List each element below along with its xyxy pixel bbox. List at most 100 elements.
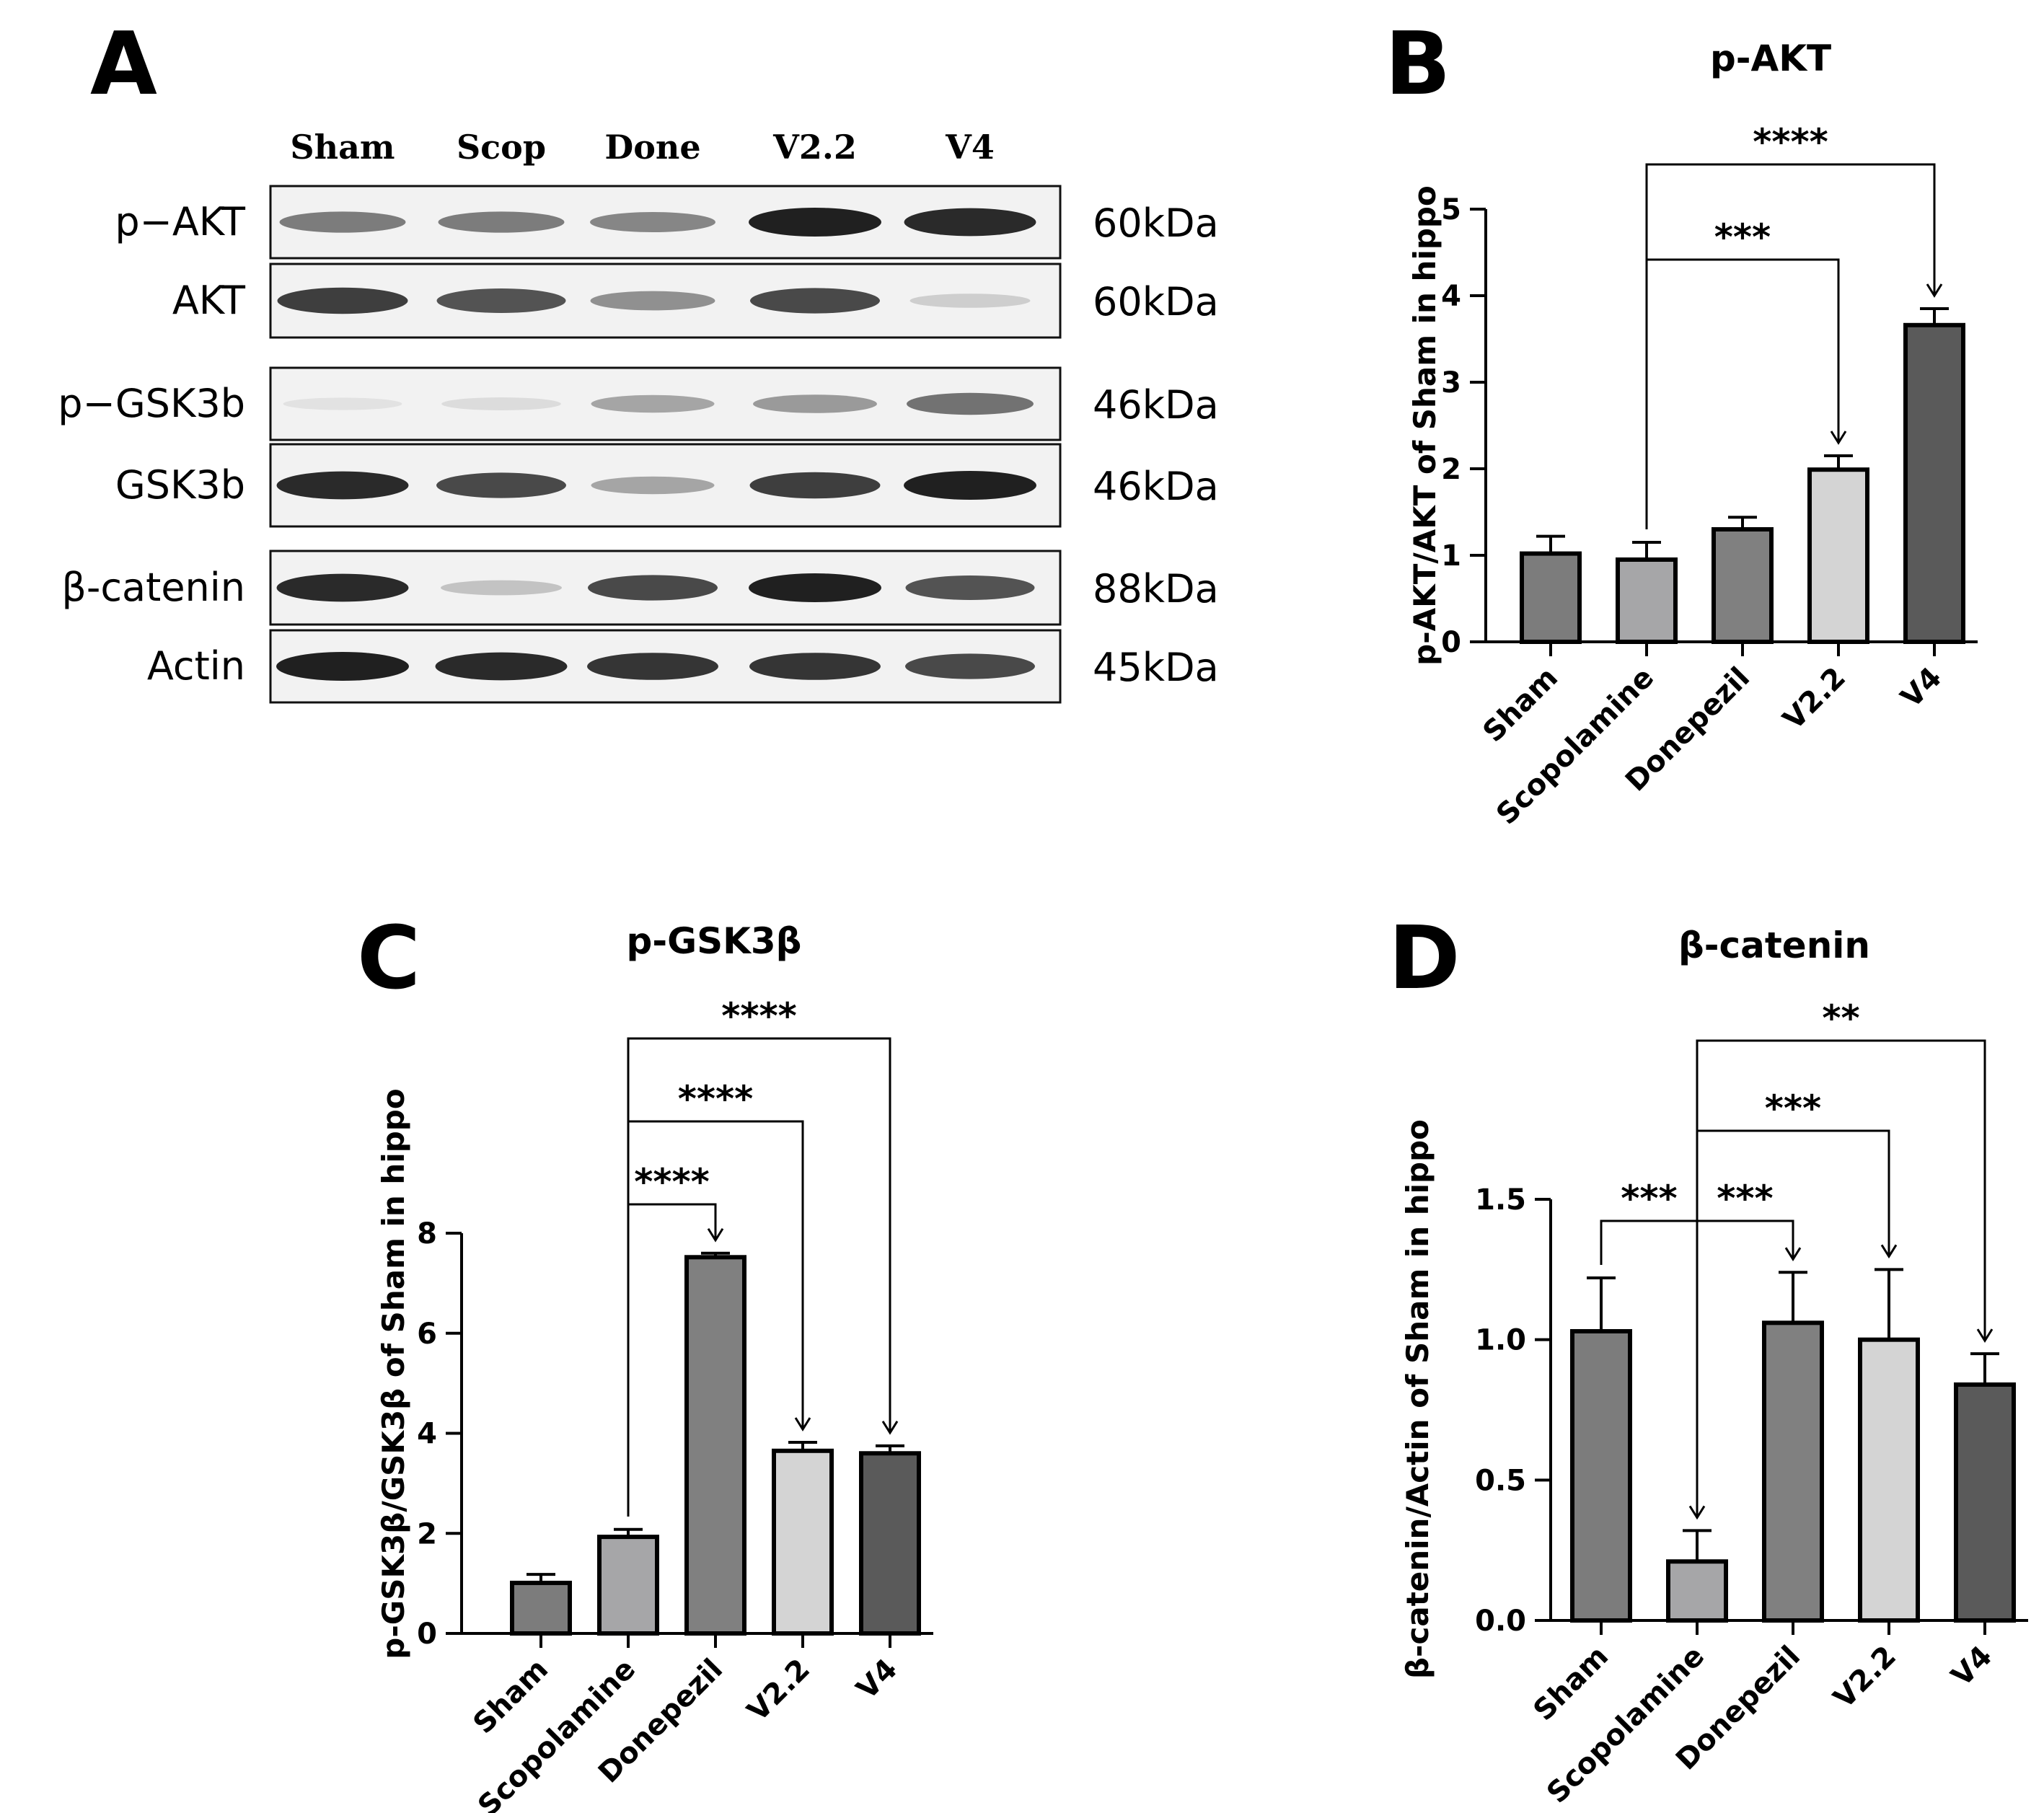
blot-band (909, 294, 1031, 308)
blot-band (436, 472, 566, 498)
significance-bracket: **** (627, 995, 899, 1517)
blot-band (587, 653, 718, 680)
blot-row: AKT 60kDa (172, 263, 1219, 339)
blot-band (907, 392, 1034, 415)
y-tick-label: 1 (1441, 539, 1461, 573)
blot-band (591, 476, 715, 495)
significance-arrowhead (1784, 1247, 1802, 1262)
blot-row-label: AKT (172, 278, 246, 323)
y-tick-label: 4 (417, 1418, 437, 1451)
blot-row-label: GSK3b (115, 462, 245, 508)
blot-rows: p−AKT 60kDa AKT 60kDa p−GSK3b 46kDa GSK3b 46kDa… (58, 185, 1219, 704)
blot-band (591, 394, 715, 413)
significance-bracket: ** (1696, 997, 1994, 1518)
significance-bracket: *** (1600, 1178, 1706, 1520)
blot-band (749, 653, 881, 680)
bar (1762, 1320, 1824, 1623)
blot-band (905, 653, 1035, 679)
y-tick-label: 5 (1441, 193, 1461, 226)
blot-lane-label: Scop (457, 128, 546, 167)
blot-row-kda: 60kDa (1093, 200, 1219, 246)
significance-bracket: *** (1645, 216, 1847, 529)
x-tick-label: V4 (1945, 1640, 1999, 1693)
bar (859, 1451, 921, 1636)
blot-row: p−AKT 60kDa (115, 185, 1219, 260)
significance-arrowhead (1880, 1244, 1898, 1259)
blot-band (277, 287, 408, 314)
significance-label: *** (1765, 1088, 1821, 1129)
significance-arrowhead (794, 1417, 811, 1432)
y-tick-label: 0.0 (1475, 1605, 1526, 1638)
blot-row: p−GSK3b 46kDa (58, 366, 1219, 441)
panel-letter-a: A (90, 14, 157, 115)
x-tick-label: Sham (1476, 661, 1564, 749)
bar (1666, 1559, 1728, 1623)
blot-lane-label: V4 (945, 128, 995, 167)
blot-row-label: β-catenin (61, 565, 245, 610)
blot-band (590, 291, 715, 311)
y-axis-label: p-AKT/AKT of Sham in hippo (1407, 185, 1442, 666)
significance-label: **** (721, 995, 797, 1037)
chart-title: β-catenin (1678, 925, 1870, 966)
significance-line (1696, 1039, 1986, 1518)
blot-row: Actin 45kDa (147, 629, 1219, 704)
y-tick-label: 0 (417, 1618, 437, 1651)
blot-row-label: p−AKT (115, 199, 246, 244)
blot-row: GSK3b 46kDa (115, 443, 1219, 528)
significance-label: **** (634, 1161, 710, 1203)
blot-band (438, 211, 565, 233)
blot-band (436, 288, 566, 313)
blot-band (276, 471, 409, 500)
y-tick-label: 2 (1441, 453, 1461, 486)
x-tick-label: V2.2 (1777, 661, 1853, 737)
bar (1858, 1337, 1920, 1623)
y-tick-label: 0 (1441, 626, 1461, 659)
y-tick-label: 3 (1441, 366, 1461, 400)
y-axis-label: β-catenin/Actin of Sham in hippo (1400, 1119, 1435, 1679)
blot-band (749, 573, 881, 602)
bar (772, 1448, 834, 1636)
x-tick-label: V4 (850, 1653, 904, 1706)
significance-bracket: **** (627, 1078, 811, 1517)
significance-label: **** (678, 1078, 754, 1120)
bar (597, 1535, 659, 1636)
blot-band (441, 580, 562, 596)
significance-label: *** (1714, 216, 1771, 258)
blot-band (749, 208, 881, 237)
x-tick-label: Sham (467, 1653, 555, 1741)
blot-band (904, 471, 1036, 500)
significance-line (1645, 163, 1936, 529)
significance-arrowhead (1976, 1328, 1994, 1343)
y-tick-label: 1.5 (1475, 1183, 1526, 1217)
bar (684, 1255, 746, 1636)
chart-beta-catenin: β-catenin β-catenin/Actin of Sham in hip… (1400, 925, 2028, 1810)
significance-arrowhead (1830, 431, 1847, 445)
blot-lane-label: V2.2 (772, 128, 857, 167)
chart-p-gsk3b: p-GSK3β p-GSK3β/GSK3β of Sham in hippo 0… (376, 920, 933, 1813)
y-axis-label: p-GSK3β/GSK3β of Sham in hippo (376, 1088, 411, 1659)
blot-band (441, 397, 561, 410)
y-tick-label: 6 (417, 1318, 437, 1351)
blot-band (750, 288, 880, 314)
significance-arrowhead (1926, 283, 1943, 298)
chart-title: p-AKT (1710, 38, 1831, 79)
chart-title: p-GSK3β (627, 920, 802, 962)
y-tick-label: 8 (417, 1217, 437, 1250)
bar (1712, 527, 1774, 644)
significance-arrowhead (881, 1421, 899, 1435)
significance-label: *** (1621, 1178, 1677, 1219)
significance-label: **** (1753, 121, 1828, 163)
blot-band (905, 575, 1035, 600)
blot-band (276, 573, 409, 602)
bar (1520, 551, 1582, 644)
x-tick-label: V2.2 (741, 1653, 817, 1729)
significance-arrowhead (707, 1227, 724, 1243)
x-tick-label: Sham (1527, 1640, 1615, 1728)
blot-lane-labels: Sham Scop Done V2.2 V4 (290, 128, 994, 167)
bar (510, 1580, 572, 1636)
panel-letter-b: B (1385, 14, 1450, 115)
blot-band (435, 652, 568, 681)
blot-band (590, 212, 715, 232)
